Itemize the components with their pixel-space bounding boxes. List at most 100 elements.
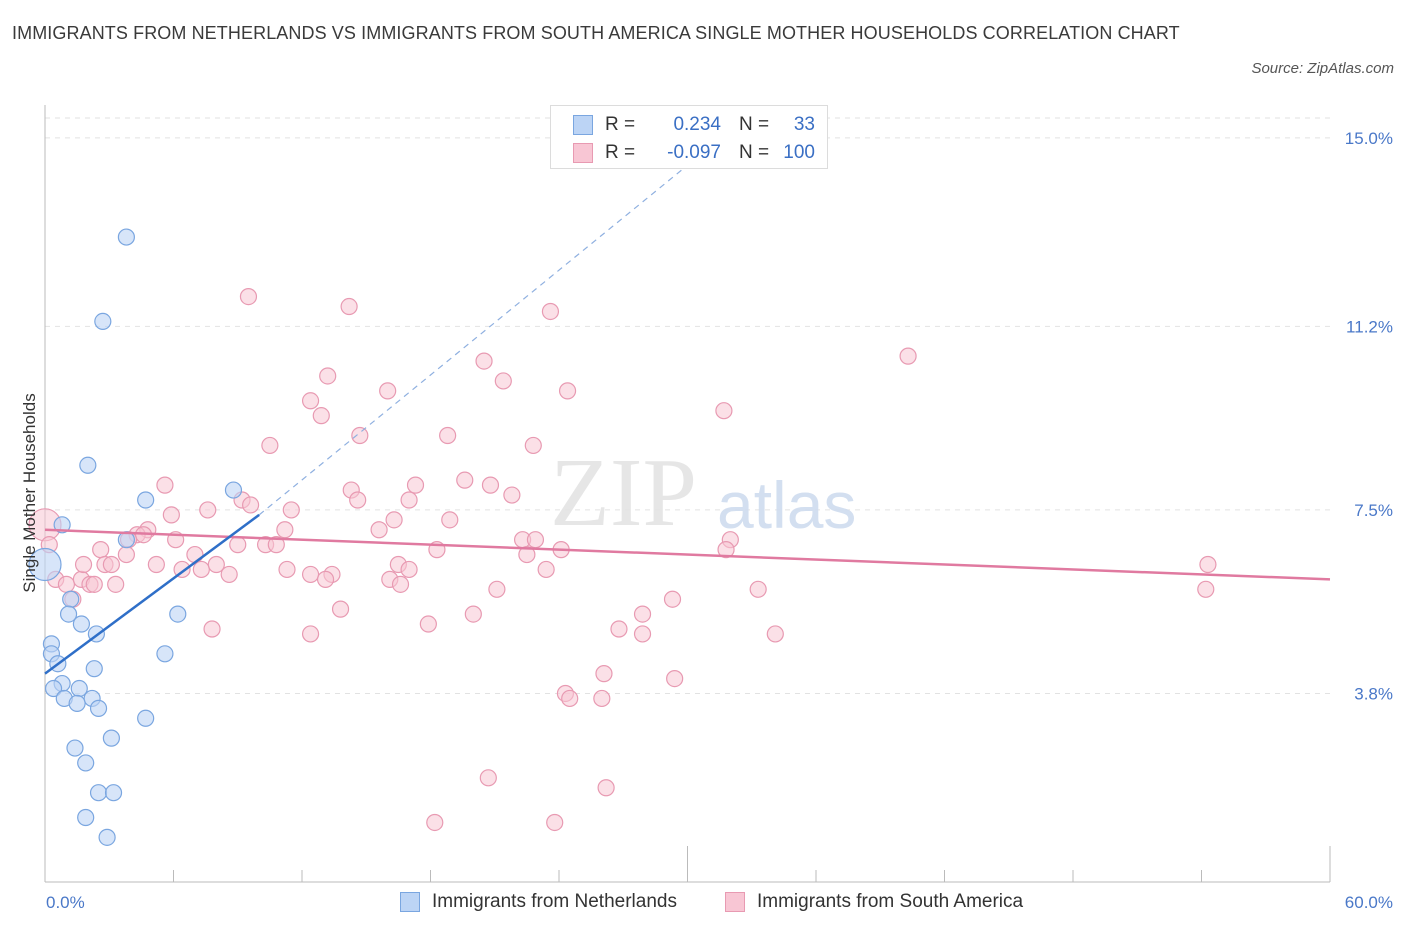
point-south-america <box>301 625 320 643</box>
point-south-america <box>267 536 285 554</box>
point-south-america <box>597 779 615 797</box>
source-credit: Source: ZipAtlas.com <box>1251 60 1394 77</box>
point-south-america <box>385 511 403 529</box>
point-netherlands <box>94 312 112 331</box>
point-south-america <box>400 560 418 579</box>
point-south-america <box>439 426 457 445</box>
point-netherlands <box>62 590 80 608</box>
point-south-america <box>242 496 260 514</box>
point-south-america <box>666 669 684 688</box>
watermark-zip: ZIP <box>550 439 697 547</box>
point-south-america <box>400 491 418 509</box>
point-south-america <box>456 471 474 489</box>
legend-n-value: 100 <box>783 142 815 163</box>
point-south-america <box>1199 555 1217 574</box>
point-south-america <box>426 813 444 832</box>
point-south-america <box>494 372 512 390</box>
point-south-america <box>349 491 367 509</box>
point-netherlands <box>102 729 120 747</box>
point-south-america <box>524 436 542 455</box>
chart-title: IMMIGRANTS FROM NETHERLANDS VS IMMIGRANT… <box>12 23 1180 43</box>
bottom-legend-south-america: Immigrants from South America <box>725 889 1023 915</box>
point-netherlands <box>89 784 108 802</box>
trend-netherlands <box>44 513 260 675</box>
watermark: ZIP atlas <box>550 439 856 547</box>
legend-n-label: N = <box>739 142 770 163</box>
point-south-america <box>92 541 110 559</box>
point-south-america <box>261 436 279 455</box>
point-netherlands <box>117 228 135 246</box>
point-south-america <box>102 555 120 574</box>
legend-r-value: 0.234 <box>673 114 721 135</box>
y-tick-label: 11.2% <box>1346 317 1393 336</box>
point-south-america <box>419 615 437 633</box>
x-tick-label: 0.0% <box>46 893 85 912</box>
point-netherlands <box>66 739 84 757</box>
point-south-america <box>1197 580 1215 598</box>
point-south-america <box>220 565 238 584</box>
point-south-america <box>633 625 652 643</box>
point-south-america <box>479 769 497 787</box>
point-south-america <box>370 521 388 539</box>
x-tick-label: 60.0% <box>1345 893 1393 912</box>
point-south-america <box>85 575 103 593</box>
point-south-america <box>633 605 652 623</box>
trend-netherlands-extension <box>258 147 710 516</box>
point-south-america <box>282 501 300 519</box>
y-tick-label: 15.0% <box>1345 129 1393 148</box>
point-south-america <box>203 620 221 638</box>
trend-lines <box>44 147 1331 675</box>
point-south-america <box>558 382 577 400</box>
y-tick-label: 7.5% <box>1354 501 1393 520</box>
legend-swatch-south-america <box>573 143 593 163</box>
series-south-america <box>28 287 1217 832</box>
point-netherlands <box>59 605 78 623</box>
legend-n-label: N = <box>739 114 770 135</box>
point-south-america <box>715 402 733 420</box>
point-south-america <box>593 689 611 708</box>
point-south-america <box>488 580 506 598</box>
correlation-legend: R = 0.234 N = 33 R = -0.097 N = 100 <box>550 105 828 169</box>
point-south-america <box>391 575 410 593</box>
bottom-legend-swatch-netherlands <box>400 892 420 912</box>
point-south-america <box>561 689 579 708</box>
point-south-america <box>186 545 204 564</box>
point-netherlands <box>53 516 71 534</box>
point-south-america <box>610 620 628 638</box>
point-south-america <box>766 625 784 643</box>
point-south-america <box>74 555 93 574</box>
point-netherlands <box>98 828 116 846</box>
point-south-america <box>899 347 917 365</box>
point-south-america <box>340 297 358 316</box>
y-axis-label: Single Mother Households <box>20 393 39 592</box>
point-netherlands <box>79 456 97 474</box>
point-south-america <box>663 590 682 608</box>
legend-r-label: R = <box>605 114 636 135</box>
point-netherlands <box>89 699 108 717</box>
point-south-america <box>475 352 493 370</box>
bottom-legend-swatch-south-america <box>725 892 745 912</box>
point-south-america <box>526 531 545 549</box>
trend-south-america <box>44 528 1331 581</box>
point-south-america <box>278 560 296 579</box>
point-south-america <box>276 521 294 539</box>
point-netherlands <box>68 694 86 713</box>
axes-layer <box>44 105 1331 883</box>
point-netherlands <box>156 645 174 663</box>
point-south-america <box>464 605 482 623</box>
bottom-legend-netherlands: Immigrants from Netherlands <box>400 889 677 915</box>
legend-row-netherlands: R = 0.234 N = 33 <box>573 111 815 139</box>
point-south-america <box>351 426 369 445</box>
point-south-america <box>541 302 560 321</box>
point-netherlands <box>77 754 95 772</box>
point-netherlands <box>85 660 103 678</box>
point-south-america <box>379 382 397 400</box>
bottom-legend-label-netherlands: Immigrants from Netherlands <box>432 891 677 912</box>
legend-swatch-netherlands <box>573 115 593 135</box>
point-south-america <box>239 287 258 306</box>
point-netherlands <box>137 491 155 509</box>
point-south-america <box>301 392 320 410</box>
point-south-america <box>406 476 425 494</box>
legend-r-label: R = <box>605 142 636 163</box>
point-netherlands <box>72 615 91 633</box>
